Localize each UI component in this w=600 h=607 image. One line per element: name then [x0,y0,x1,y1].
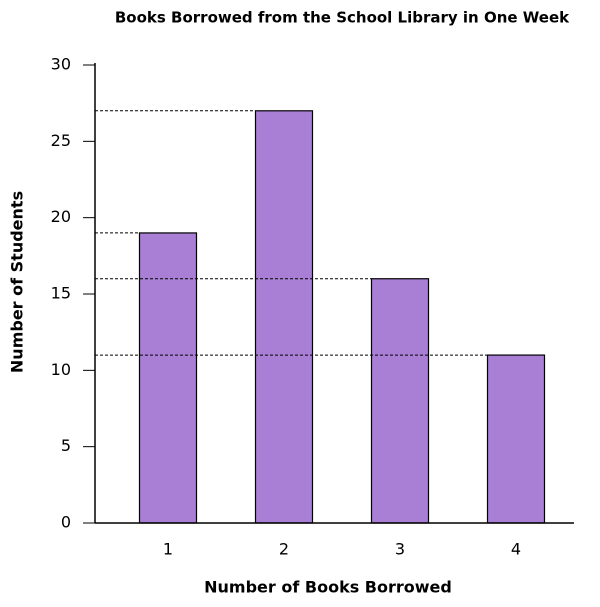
y-tick-label: 15 [51,284,71,303]
x-tick-label: 2 [279,540,289,559]
chart-title: Books Borrowed from the School Library i… [115,9,570,27]
x-tick-label: 4 [511,540,521,559]
y-tick-label: 5 [61,436,71,455]
y-tick-label: 0 [61,513,71,532]
x-axis-title: Number of Books Borrowed [204,578,452,597]
y-tick-label: 30 [51,55,71,74]
y-tick-label: 20 [51,207,71,226]
bar [138,232,198,524]
x-tick-label: 3 [395,540,405,559]
x-tick-label: 1 [163,540,173,559]
bar [370,278,430,524]
bar [254,110,314,524]
y-tick-label: 25 [51,131,71,150]
y-tick-label: 10 [51,360,71,379]
y-axis-title: Number of Students [8,191,27,373]
bar [486,354,546,524]
